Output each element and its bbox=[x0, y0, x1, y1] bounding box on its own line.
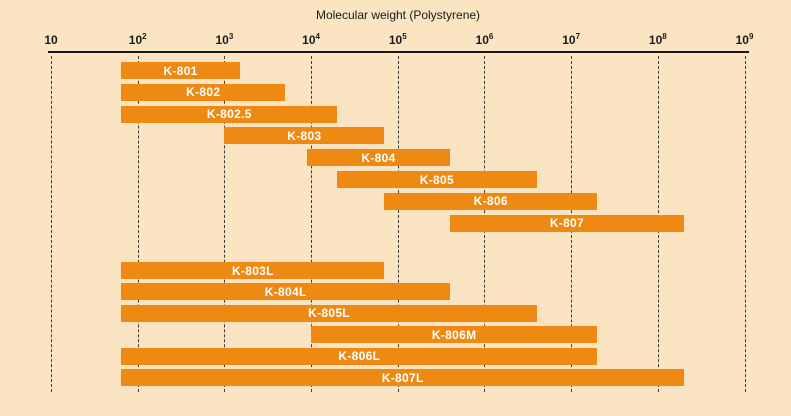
column-range-bar: K-805L bbox=[121, 304, 537, 322]
gridline bbox=[51, 56, 52, 392]
axis-tick-label: 10 bbox=[44, 33, 58, 47]
axis-tick-label: 103 bbox=[215, 32, 234, 48]
column-range-bar: K-801 bbox=[121, 62, 240, 79]
column-range-bar: K-807 bbox=[449, 214, 684, 232]
column-label: K-806L bbox=[338, 349, 381, 364]
column-label: K-806M bbox=[431, 327, 477, 342]
column-label: K-801 bbox=[163, 63, 198, 78]
column-range-bar: K-807L bbox=[121, 369, 684, 386]
column-range-bar: K-802 bbox=[121, 83, 285, 101]
column-range-bar: K-804L bbox=[121, 283, 450, 301]
column-range-bar: K-802.5 bbox=[121, 105, 338, 123]
column-range-bar: K-806M bbox=[311, 326, 598, 344]
column-range-bar: K-803L bbox=[121, 262, 385, 279]
column-range-bar: K-804 bbox=[307, 149, 450, 167]
column-label: K-805L bbox=[308, 306, 350, 321]
column-label: K-804L bbox=[264, 284, 307, 299]
x-axis-line bbox=[48, 51, 749, 53]
gridline bbox=[224, 56, 226, 392]
column-label: K-806 bbox=[473, 194, 508, 209]
gridline bbox=[744, 56, 746, 392]
column-label: K-802 bbox=[186, 85, 221, 100]
axis-tick-label: 102 bbox=[128, 32, 147, 48]
column-label: K-802.5 bbox=[206, 107, 252, 122]
column-label: K-804 bbox=[361, 150, 396, 165]
chart-title: Molecular weight (Polystyrene) bbox=[315, 8, 481, 22]
axis-tick-label: 104 bbox=[302, 32, 320, 48]
axis-tick-label: 105 bbox=[388, 32, 407, 48]
column-range-bar: K-803 bbox=[224, 127, 385, 145]
column-label: K-805 bbox=[419, 172, 454, 187]
column-label: K-803L bbox=[231, 263, 274, 278]
gridline bbox=[137, 56, 139, 392]
axis-tick-label: 109 bbox=[735, 32, 754, 48]
column-label: K-807 bbox=[549, 216, 584, 231]
column-label: K-803 bbox=[287, 128, 322, 143]
column-range-bar: K-806L bbox=[121, 347, 598, 365]
gridline bbox=[311, 56, 313, 392]
axis-tick-label: 108 bbox=[648, 32, 667, 48]
gridline bbox=[397, 56, 399, 392]
axis-tick-label: 106 bbox=[475, 32, 494, 48]
column-range-bar: K-806 bbox=[384, 192, 598, 210]
column-range-bar: K-805 bbox=[337, 171, 537, 188]
axis-tick-label: 107 bbox=[562, 32, 581, 48]
column-label: K-807L bbox=[381, 370, 424, 385]
